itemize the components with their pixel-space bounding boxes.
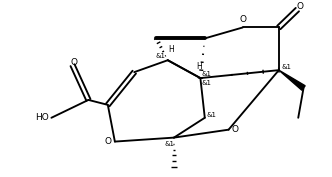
- Text: H: H: [196, 62, 202, 71]
- Polygon shape: [279, 70, 305, 90]
- Text: &1: &1: [206, 112, 216, 118]
- Text: &1: &1: [202, 80, 212, 86]
- Text: O: O: [240, 15, 247, 24]
- Text: H: H: [168, 45, 174, 54]
- Text: O: O: [231, 125, 238, 134]
- Text: &1: &1: [155, 53, 165, 59]
- Text: O: O: [297, 2, 304, 11]
- Text: &1: &1: [165, 141, 175, 147]
- Text: O: O: [105, 137, 112, 146]
- Text: O: O: [70, 58, 77, 67]
- Text: &1: &1: [202, 71, 212, 77]
- Text: &1: &1: [281, 64, 291, 70]
- Text: HO: HO: [35, 113, 48, 122]
